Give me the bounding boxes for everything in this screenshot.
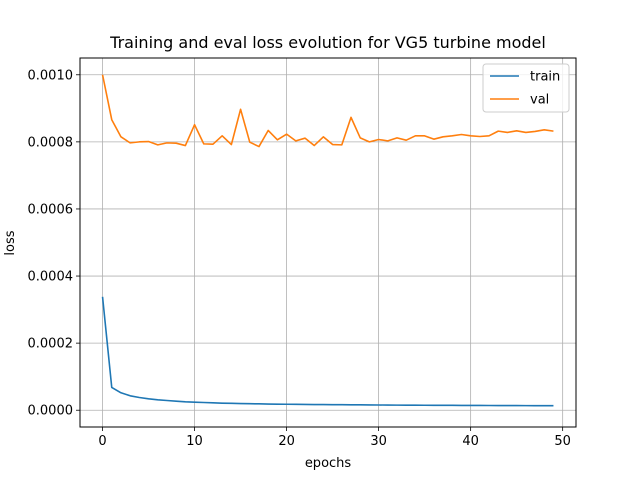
x-tick-label: 20 (278, 434, 295, 449)
x-axis-label: epochs (305, 456, 352, 471)
y-tick-label: 0.0008 (28, 135, 74, 150)
x-tick-label: 40 (462, 434, 479, 449)
legend: train val (482, 63, 570, 113)
plot-area-frame (79, 57, 577, 428)
y-tick-label: 0.0006 (28, 202, 74, 217)
x-tick-label: 10 (186, 434, 203, 449)
legend-label-train: train (530, 70, 560, 85)
series-line-train (101, 296, 554, 407)
gridlines (80, 58, 576, 427)
legend-label-val: val (530, 93, 549, 108)
series-lines (101, 74, 554, 407)
axis-ticks: 0 10 20 30 40 50 0.0000 0.0002 0.0004 0.0006 0.000… (28, 68, 571, 449)
y-tick-label: 0.0010 (28, 68, 74, 83)
y-axis-label: loss (3, 230, 18, 255)
y-tick-label: 0.0000 (28, 404, 74, 419)
y-tick-label: 0.0002 (28, 337, 74, 352)
y-tick-label: 0.0004 (28, 270, 74, 285)
series-line-val (101, 74, 554, 148)
chart-title: Training and eval loss evolution for VG5… (109, 33, 546, 52)
x-tick-label: 30 (370, 434, 387, 449)
x-tick-label: 50 (554, 434, 571, 449)
x-tick-label: 0 (98, 434, 106, 449)
